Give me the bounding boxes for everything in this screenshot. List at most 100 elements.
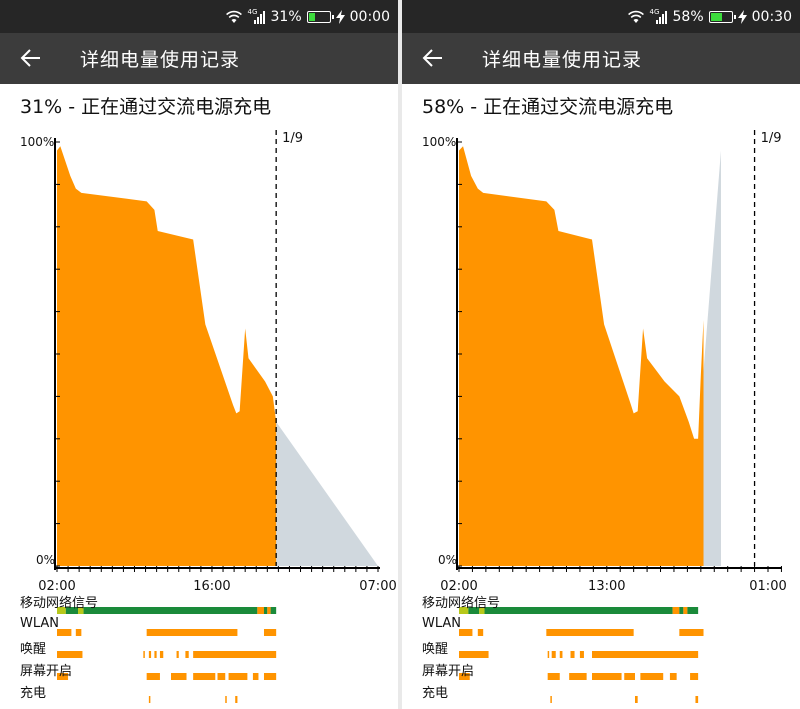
- track-segment-wake: [579, 651, 584, 658]
- track-segment-signal: [479, 607, 485, 614]
- track-segment-wake: [193, 651, 277, 658]
- x-tick-label: 02:00: [38, 579, 75, 594]
- x-tick-label: 01:00: [749, 579, 786, 594]
- track-segment-charge: [550, 696, 552, 703]
- app-bar: 详细电量使用记录: [0, 33, 398, 84]
- track-segment-signal: [459, 607, 469, 614]
- projection-area: [276, 421, 378, 566]
- track-segment-wake: [148, 651, 152, 658]
- track-segment-screen: [459, 673, 470, 680]
- app-bar: 详细电量使用记录: [402, 33, 800, 84]
- battery-percent: 58%: [672, 8, 704, 25]
- page-title: 详细电量使用记录: [80, 49, 241, 71]
- date-marker-label: 1/9: [282, 131, 303, 146]
- charge-status: 58% - 正在通过交流电源充电: [422, 96, 674, 118]
- x-tick-label: 13:00: [588, 579, 625, 594]
- y-label-min: 0%: [438, 553, 457, 567]
- track-segment-charge: [148, 696, 151, 703]
- status-bar: 4G 31% 00:00: [0, 0, 398, 33]
- track-label-charge: 充电: [20, 686, 47, 701]
- track-segment-wlan: [146, 629, 238, 636]
- cell-signal-icon: 4G: [248, 8, 266, 24]
- track-segment-screen: [252, 673, 259, 680]
- track-segment-signal: [267, 607, 271, 614]
- status-bar: 4G 58% 00:30: [402, 0, 800, 33]
- network-type: 4G: [649, 7, 660, 16]
- track-segment-signal: [484, 607, 673, 614]
- track-segment-screen: [228, 673, 248, 680]
- track-segment-signal: [468, 607, 480, 614]
- track-segment-signal: [683, 607, 688, 614]
- battery-icon: [306, 10, 334, 23]
- track-segment-signal: [679, 607, 684, 614]
- y-label-max: 100%: [422, 135, 456, 149]
- arrow-left-icon[interactable]: [420, 45, 446, 71]
- track-segment-signal: [257, 607, 264, 614]
- cell-signal-icon: 4G: [649, 7, 668, 24]
- track-label-wake: 唤醒: [422, 642, 449, 657]
- battery-percent: 31%: [270, 8, 302, 25]
- activity-tracks: 移动网络信号 WLAN 唤醒 屏幕开启 充电: [402, 596, 800, 709]
- track-label-wake: 唤醒: [20, 642, 47, 657]
- y-label-max: 100%: [20, 135, 54, 149]
- lightning-icon: [335, 9, 345, 24]
- track-segment-screen: [592, 673, 622, 680]
- track-segment-wake: [143, 651, 145, 658]
- track-segment-signal: [57, 607, 66, 614]
- track-segment-screen: [146, 673, 160, 680]
- track-segment-wake: [547, 651, 550, 658]
- page-title: 详细电量使用记录: [482, 49, 643, 71]
- track-segment-wake: [159, 651, 164, 658]
- track-segment-wake: [185, 651, 189, 658]
- track-segment-signal: [672, 607, 680, 614]
- battery-level-area: [57, 146, 277, 567]
- track-segment-wake: [176, 651, 179, 658]
- track-label-charge: 充电: [422, 686, 449, 701]
- wifi-icon: [225, 10, 242, 23]
- track-segment-wlan: [75, 629, 82, 636]
- clock: 00:30: [751, 8, 792, 25]
- track-segment-wlan: [546, 629, 634, 636]
- track-label-wlan: WLAN: [422, 616, 462, 631]
- track-segment-signal: [83, 607, 258, 614]
- lightning-icon: [737, 9, 747, 24]
- track-segment-signal: [65, 607, 79, 614]
- x-tick-label: 16:00: [193, 579, 230, 594]
- track-segment-wake: [559, 651, 563, 658]
- track-segment-signal: [270, 607, 277, 614]
- track-segment-charge: [695, 696, 699, 703]
- track-label-signal: 移动网络信号: [20, 596, 99, 611]
- track-segment-screen: [171, 673, 187, 680]
- track-segment-signal: [78, 607, 84, 614]
- battery-fill: [710, 12, 723, 21]
- arrow-left-icon[interactable]: [18, 45, 44, 71]
- battery-fill: [308, 12, 315, 21]
- track-segment-screen: [669, 673, 677, 680]
- track-segment-wake: [551, 651, 556, 658]
- track-segment-screen: [569, 673, 587, 680]
- track-segment-wake: [592, 651, 699, 658]
- track-segment-wake: [57, 651, 83, 658]
- track-label-wlan: WLAN: [20, 616, 60, 631]
- battery-chart: 100% 0% 1/9 02:00 13:00 01:00: [422, 130, 787, 594]
- battery-history-panel-1: 4G 31% 00:00 详细电量使用记录 31% - 正在通过交流电源充电 1…: [0, 0, 398, 709]
- track-segment-screen: [690, 673, 699, 680]
- track-label-signal: 移动网络信号: [422, 596, 501, 611]
- track-segment-screen: [217, 673, 226, 680]
- track-segment-screen: [57, 673, 69, 680]
- track-segment-screen: [640, 673, 664, 680]
- date-marker-label: 1/9: [761, 131, 782, 146]
- track-segment-charge: [235, 696, 238, 703]
- battery-history-panel-2: 4G 58% 00:30 详细电量使用记录 58% - 正在通过交流电源充电 1…: [402, 0, 800, 709]
- track-segment-screen: [624, 673, 635, 680]
- track-segment-wlan: [477, 629, 484, 636]
- track-segment-wlan: [679, 629, 704, 636]
- track-label-screen: 屏幕开启: [20, 664, 73, 679]
- battery-level-area: [459, 146, 704, 567]
- y-label-min: 0%: [36, 553, 55, 567]
- track-segment-wlan: [263, 629, 277, 636]
- battery-icon: [708, 10, 736, 23]
- charge-status: 31% - 正在通过交流电源充电: [20, 96, 272, 118]
- projection-area: [698, 150, 721, 567]
- clock: 00:00: [349, 8, 390, 25]
